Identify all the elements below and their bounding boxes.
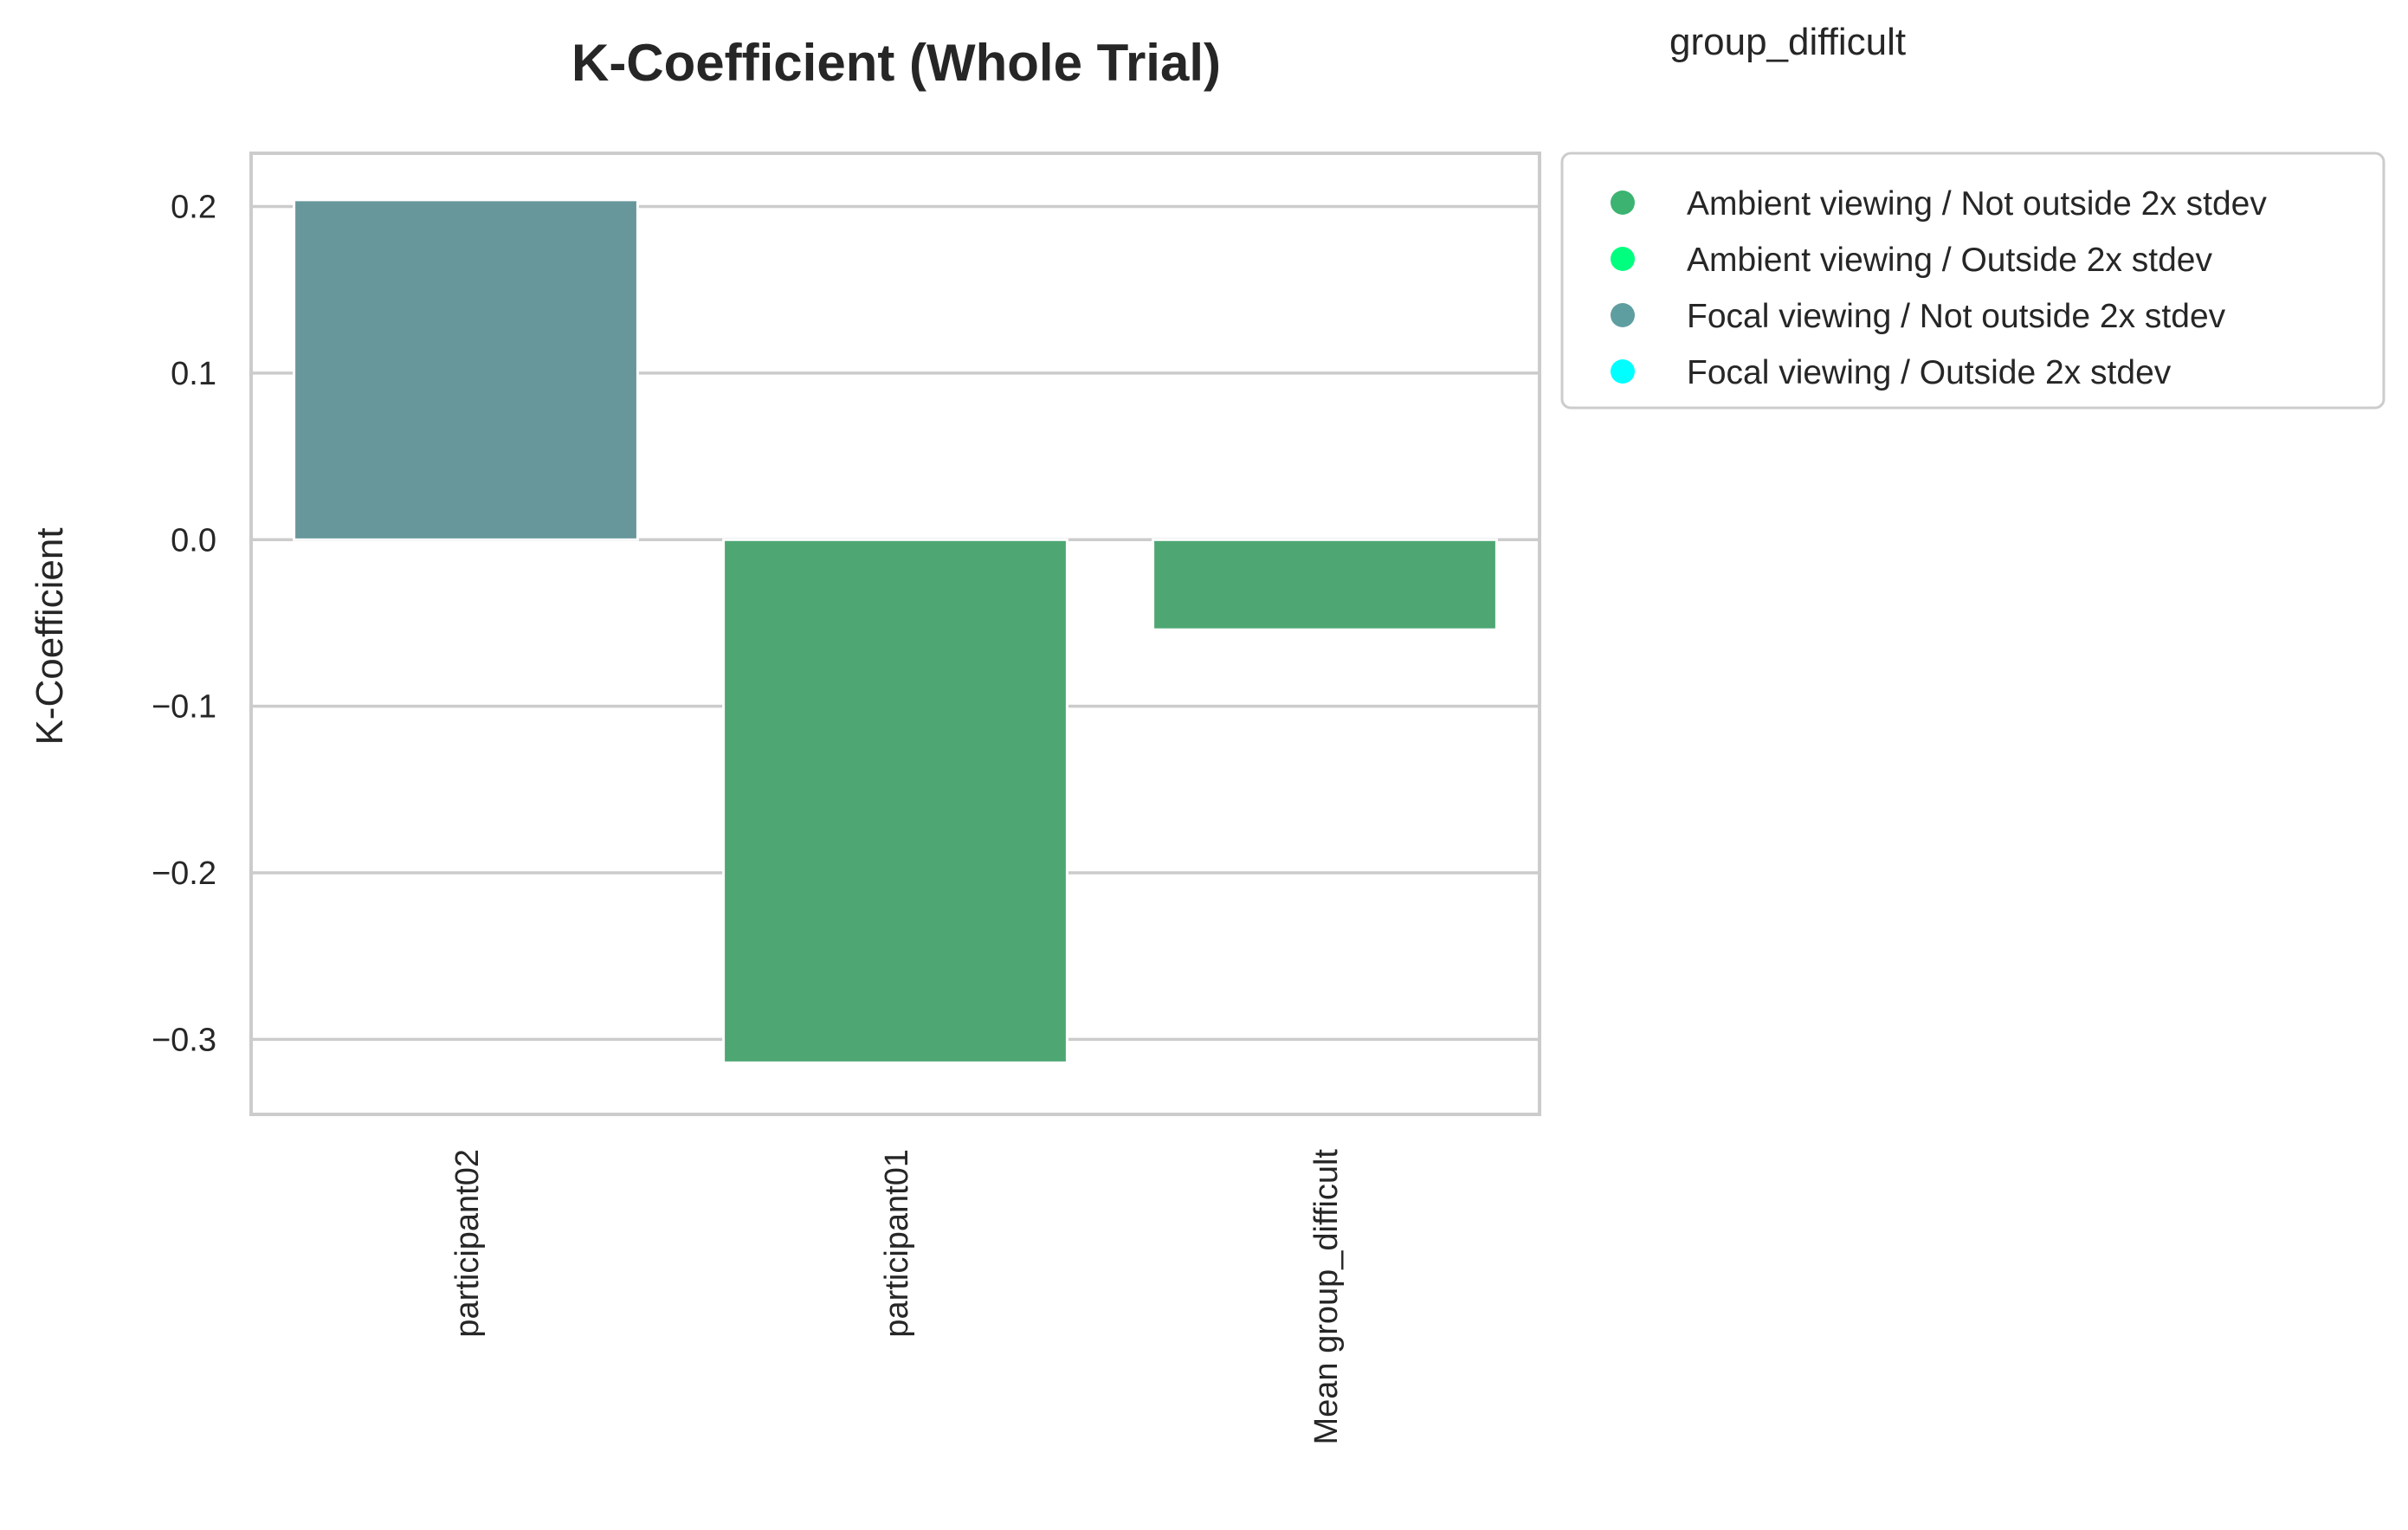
bar-participant02 [293,198,639,541]
y-axis-label: K-Coefficient [29,527,71,745]
legend-marker [1611,359,1635,384]
chart-title: K-Coefficient (Whole Trial) [571,34,1221,92]
legend-label: Ambient viewing / Outside 2x stdev [1687,242,2212,279]
x-tick-label: participant02 [449,1149,486,1338]
x-tick-labels: participant02 participant01 Mean group_dif… [449,1149,1345,1445]
legend-label: Focal viewing / Outside 2x stdev [1687,354,2172,391]
y-tick-label: −0.1 [152,689,216,726]
legend: Ambient viewing / Not outside 2x stdev Am… [1560,152,2385,410]
legend-label: Focal viewing / Not outside 2x stdev [1687,298,2226,335]
y-tick-label: −0.2 [152,855,216,892]
y-tick-label: 0.1 [171,356,216,392]
legend-label: Ambient viewing / Not outside 2x stdev [1687,185,2267,223]
legend-marker [1611,190,1635,215]
bar-participant01 [722,538,1068,1064]
group-label: group_difficult [1669,21,1906,63]
x-tick-label: Mean group_difficult [1308,1149,1345,1445]
bar-mean-group_difficult [1152,538,1498,631]
bars [293,198,1498,1064]
y-tick-label: −0.3 [152,1022,216,1058]
plot-area-frame [249,152,1541,1116]
y-tick-labels: 0.2 0.1 0.0 −0.1 −0.2 −0.3 [152,190,216,1059]
legend-marker [1611,247,1635,271]
legend-marker [1611,303,1635,327]
y-tick-label: 0.0 [171,522,216,558]
x-tick-label: participant01 [879,1149,915,1338]
legend-frame [1560,152,2385,410]
y-tick-label: 0.2 [171,190,216,226]
